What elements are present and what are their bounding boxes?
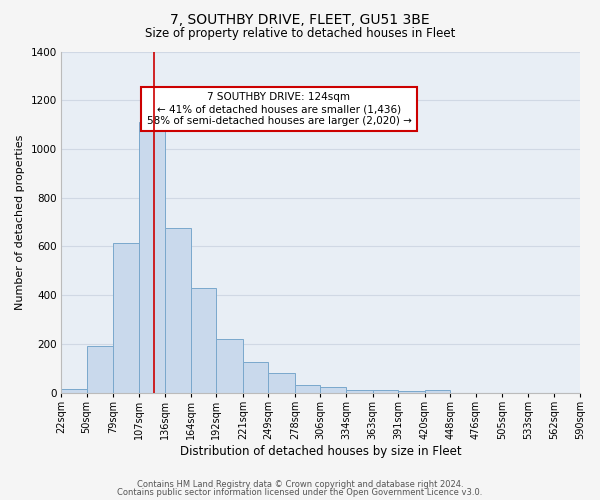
- X-axis label: Distribution of detached houses by size in Fleet: Distribution of detached houses by size …: [179, 444, 461, 458]
- Bar: [86, 346, 113, 393]
- Text: Size of property relative to detached houses in Fleet: Size of property relative to detached ho…: [145, 28, 455, 40]
- Bar: [61, 389, 86, 392]
- Bar: [217, 339, 243, 392]
- Bar: [373, 390, 398, 392]
- Bar: [139, 122, 165, 392]
- Bar: [320, 386, 346, 392]
- Bar: [191, 288, 217, 393]
- Bar: [295, 386, 320, 392]
- Bar: [113, 243, 139, 392]
- Text: Contains HM Land Registry data © Crown copyright and database right 2024.: Contains HM Land Registry data © Crown c…: [137, 480, 463, 489]
- Bar: [165, 228, 191, 392]
- Y-axis label: Number of detached properties: Number of detached properties: [15, 134, 25, 310]
- Bar: [268, 373, 295, 392]
- Text: 7, SOUTHBY DRIVE, FLEET, GU51 3BE: 7, SOUTHBY DRIVE, FLEET, GU51 3BE: [170, 12, 430, 26]
- Bar: [243, 362, 268, 392]
- Bar: [346, 390, 373, 392]
- Text: 7 SOUTHBY DRIVE: 124sqm
← 41% of detached houses are smaller (1,436)
58% of semi: 7 SOUTHBY DRIVE: 124sqm ← 41% of detache…: [146, 92, 412, 126]
- Text: Contains public sector information licensed under the Open Government Licence v3: Contains public sector information licen…: [118, 488, 482, 497]
- Bar: [425, 390, 450, 392]
